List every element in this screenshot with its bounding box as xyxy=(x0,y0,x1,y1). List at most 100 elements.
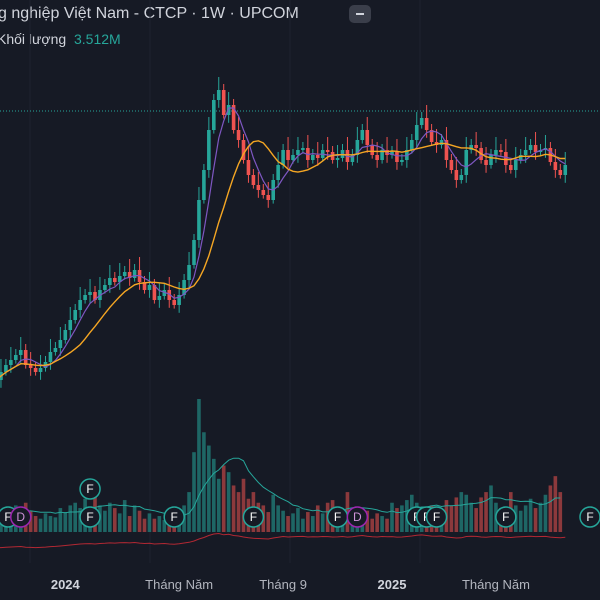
volume-bar xyxy=(390,502,394,532)
candle xyxy=(68,307,73,338)
candle xyxy=(385,137,389,163)
svg-text:F: F xyxy=(586,510,593,524)
candle xyxy=(553,149,558,178)
volume-bar xyxy=(103,510,107,532)
volume-bar xyxy=(113,508,117,532)
candle xyxy=(266,182,271,208)
candle xyxy=(187,252,191,288)
candle xyxy=(459,169,464,184)
candle xyxy=(167,277,172,308)
volume-bar xyxy=(548,485,553,532)
minus-icon xyxy=(356,13,364,15)
candle xyxy=(113,272,117,286)
volume-bar xyxy=(464,494,469,532)
volume-bar xyxy=(306,512,310,532)
volume-bar xyxy=(370,518,374,532)
event-marker-f[interactable]: F xyxy=(79,506,101,528)
volume-bar xyxy=(197,399,201,532)
svg-text:D: D xyxy=(16,510,25,524)
volume-bar xyxy=(523,505,528,532)
volume-bar xyxy=(137,510,142,532)
volume-bar xyxy=(152,518,157,532)
candle xyxy=(63,324,68,344)
volume-bar xyxy=(212,458,216,532)
candle xyxy=(88,279,92,303)
svg-text:F: F xyxy=(433,510,440,524)
volume-bar xyxy=(315,505,320,532)
price-chart[interactable]: FDFFFFFDFFFFF xyxy=(0,0,600,563)
volume-bar xyxy=(395,508,399,532)
ma-fast-line xyxy=(0,107,566,378)
collapse-legend-button[interactable] xyxy=(349,5,371,23)
candle xyxy=(533,132,538,160)
event-marker-f[interactable]: F xyxy=(579,506,600,528)
event-marker-f[interactable]: F xyxy=(425,506,448,528)
candle xyxy=(216,77,221,108)
volume-value: 3.512M xyxy=(74,31,121,47)
candle xyxy=(221,84,226,119)
candle xyxy=(474,132,478,156)
event-marker-f[interactable]: F xyxy=(326,506,349,528)
volume-bar xyxy=(157,516,162,532)
candle xyxy=(231,99,236,134)
candle xyxy=(261,184,266,199)
volume-bar xyxy=(365,510,370,532)
volume-bar xyxy=(231,485,236,532)
event-marker-f[interactable]: F xyxy=(79,478,101,500)
event-marker-d[interactable]: D xyxy=(10,506,32,528)
chart-header: g nghiệp Việt Nam - CTCP · 1W · UPCOM Kh… xyxy=(0,0,600,52)
volume-bar xyxy=(489,485,493,532)
candle xyxy=(523,137,528,163)
candle xyxy=(207,117,211,178)
candle xyxy=(345,137,350,170)
x-tick-label: Tháng Năm xyxy=(145,577,214,592)
candle xyxy=(311,149,315,164)
symbol-title[interactable]: g nghiệp Việt Nam - CTCP · 1W · UPCOM xyxy=(0,5,299,22)
candle xyxy=(256,172,261,198)
candle xyxy=(251,169,256,189)
candle xyxy=(14,349,18,364)
volume-bar xyxy=(28,510,33,532)
candle xyxy=(73,304,77,324)
event-marker-f[interactable]: F xyxy=(495,506,517,528)
time-axis[interactable]: 2024 Tháng Năm Tháng 9 2025 Tháng Năm xyxy=(0,563,600,600)
ma-slow-line xyxy=(0,140,566,378)
volume-bar xyxy=(48,516,53,532)
volume-bar xyxy=(226,472,231,532)
volume-bar xyxy=(385,518,389,532)
event-marker-f[interactable]: F xyxy=(242,506,265,528)
candle xyxy=(172,294,176,309)
candle xyxy=(152,279,157,304)
candle xyxy=(449,154,454,174)
candle xyxy=(98,277,102,308)
volume-bar xyxy=(147,513,152,532)
candle xyxy=(246,147,251,183)
volume-bar xyxy=(400,505,404,532)
candle xyxy=(212,94,216,134)
candle xyxy=(286,137,290,168)
candle xyxy=(390,146,394,159)
volume-bar xyxy=(221,465,226,532)
candle xyxy=(509,159,513,174)
volume-bar xyxy=(296,508,300,532)
event-marker-f[interactable]: F xyxy=(163,506,185,528)
event-marker-d[interactable]: D xyxy=(346,506,369,528)
svg-text:F: F xyxy=(334,510,341,524)
volume-bar xyxy=(202,432,206,532)
volume-bar xyxy=(127,516,132,532)
volume-bar xyxy=(43,513,48,532)
volume-bar xyxy=(454,497,459,532)
volume-bar xyxy=(216,478,221,532)
volume-bar xyxy=(291,513,295,532)
volume-bar xyxy=(311,516,315,532)
volume-bar xyxy=(132,505,137,532)
volume-bar xyxy=(553,476,558,532)
volume-bar xyxy=(449,505,454,532)
volume-bar xyxy=(474,508,478,532)
lower-indicator-line xyxy=(0,532,566,549)
event-markers: FDFFFFFDFFFFF xyxy=(0,478,600,528)
candle xyxy=(340,144,345,162)
candle xyxy=(276,152,280,188)
candle xyxy=(335,145,340,168)
candle xyxy=(147,272,152,298)
